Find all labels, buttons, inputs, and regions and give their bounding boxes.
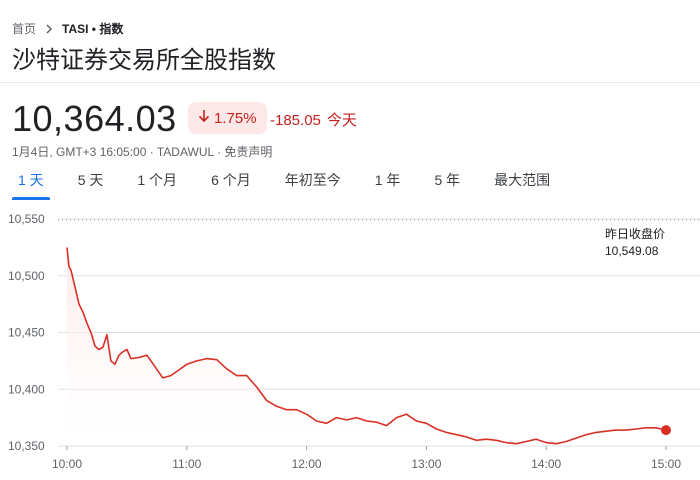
x-tick-label: 13:00 [411, 457, 441, 471]
series-line [66, 247, 667, 445]
y-tick-label: 10,550 [8, 212, 45, 226]
x-tick-label: 11:00 [172, 457, 201, 471]
chart-area: 10,350 10,400 10,450 10,500 10,550 10:00 11:00… [0, 200, 700, 480]
change-value: -185.05 [270, 112, 321, 129]
tab-range[interactable]: 5 年 [434, 172, 461, 188]
tab-range[interactable]: 1 年 [374, 172, 401, 188]
price-chart: 10,350 10,400 10,450 10,500 10,550 10:00 11:00… [8, 212, 700, 471]
tab-range[interactable]: 最大范围 [494, 172, 551, 188]
quote-meta: 1月4日, GMT+3 16:05:00 · TADAWUL · 免责声明 [12, 145, 273, 159]
change-absolute: -185.05 今天 [270, 109, 357, 130]
y-tick-label: 10,350 [8, 439, 45, 453]
y-tick-label: 10,400 [8, 382, 45, 396]
x-tick-label: 14:00 [531, 457, 561, 471]
x-tick-label: 10:00 [52, 457, 82, 471]
range-tabs: 1 天 5 天 1 个月 6 个月 年初至今 1 年 5 年 最大范围 [12, 168, 584, 200]
breadcrumb-home-link[interactable]: 首页 [12, 22, 37, 36]
tab-range[interactable]: 6 个月 [211, 172, 251, 188]
x-tick-label: 15:00 [651, 457, 681, 471]
change-percent-badge: 1.75% [188, 102, 267, 134]
y-tick-label: 10,450 [8, 326, 45, 340]
previous-close: 昨日收盘价 10,549.08 [605, 226, 670, 260]
tab-range[interactable]: 1 天 [12, 168, 50, 200]
series-area [67, 247, 666, 446]
arrow-down-icon [198, 109, 210, 127]
previous-close-label: 昨日收盘价 [605, 227, 666, 241]
tab-range[interactable]: 年初至今 [284, 172, 341, 188]
previous-close-value: 10,549.08 [605, 244, 659, 258]
tab-range[interactable]: 5 天 [77, 172, 104, 188]
divider [0, 82, 700, 83]
change-percent: 1.75% [214, 109, 257, 127]
last-point-marker [661, 425, 671, 436]
y-tick-label: 10,500 [8, 269, 45, 283]
x-tick-label: 12:00 [292, 457, 322, 471]
tab-range[interactable]: 1 个月 [137, 172, 178, 188]
page-title: 沙特证券交易所全股指数 [12, 47, 276, 74]
current-price: 10,364.03 [12, 98, 177, 139]
chevron-right-icon [42, 22, 56, 36]
change-period: 今天 [326, 112, 357, 129]
breadcrumb: 首页 TASI • 指数 [12, 20, 123, 37]
breadcrumb-current: TASI • 指数 [62, 22, 124, 36]
